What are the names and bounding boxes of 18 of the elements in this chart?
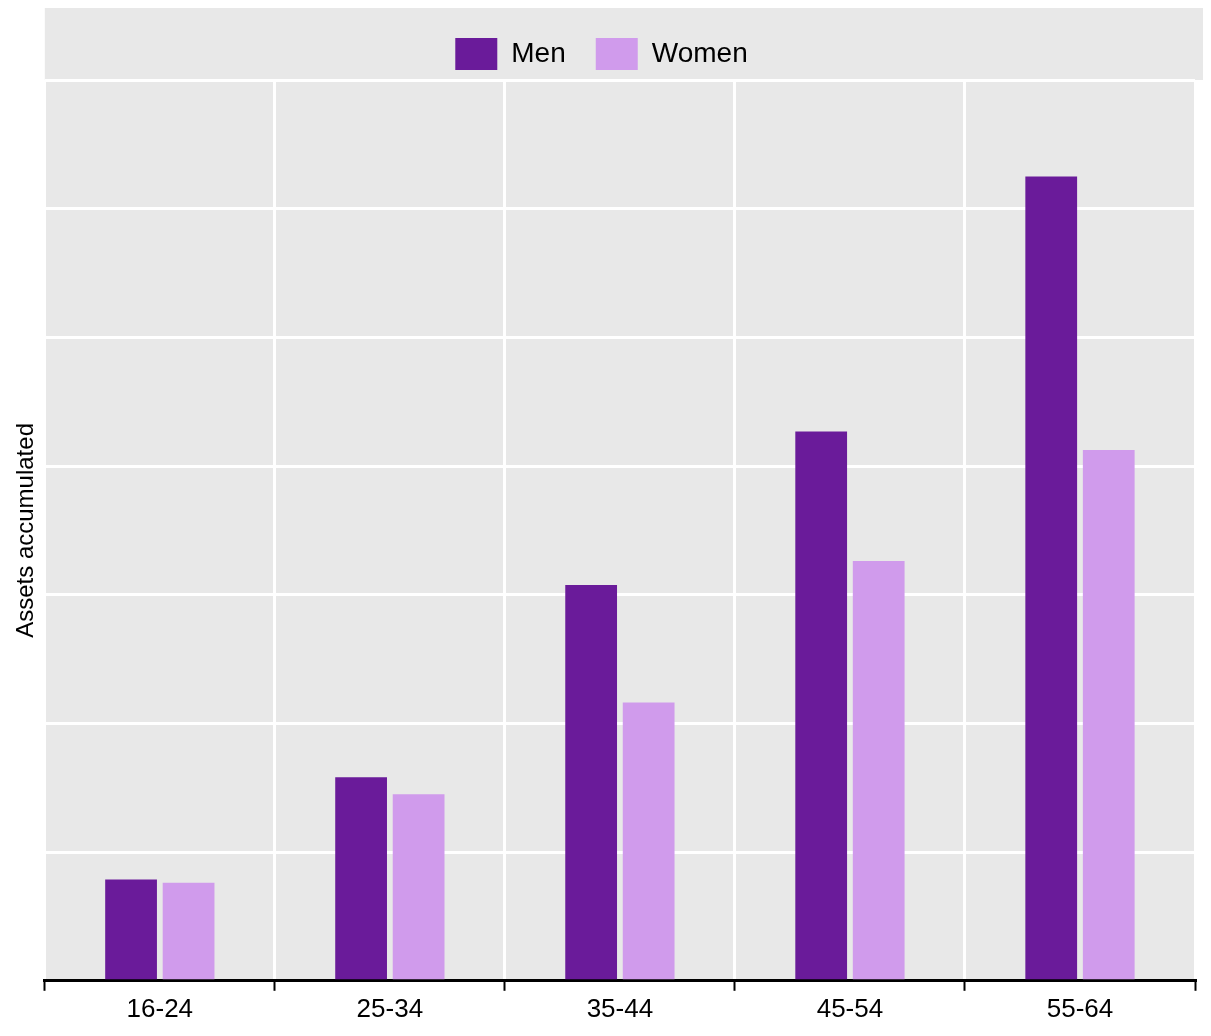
x-tick-label: 55-64 [1046,992,1114,1023]
x-tick-label: 45-54 [816,992,884,1023]
bar [392,794,445,980]
legend-label: Women [651,36,748,68]
legend-label: Men [511,36,566,68]
bar [852,560,905,980]
bar [795,431,848,980]
bar [1082,449,1135,980]
bar [622,702,675,980]
y-axis-title: Assets accumulated [11,423,39,638]
bar [1025,176,1078,980]
x-tick-label: 16-24 [126,992,194,1023]
bar [335,777,387,980]
bar [565,585,618,980]
bar [162,882,215,980]
x-tick-label: 35-44 [586,992,654,1023]
bar [105,879,157,980]
x-tick-label: 25-34 [356,992,424,1023]
